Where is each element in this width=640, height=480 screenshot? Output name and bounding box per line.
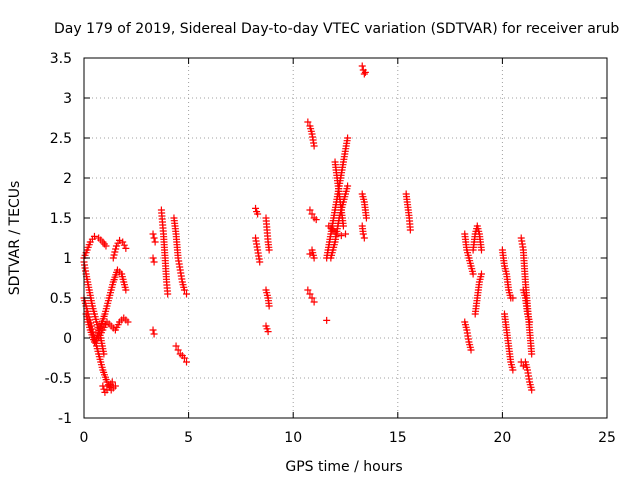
data-point [358,62,366,70]
data-point [150,258,158,266]
data-point [111,382,119,390]
data-point [108,378,116,386]
data-point [360,70,368,78]
data-point [122,286,130,294]
data-point [304,118,312,126]
data-point [323,316,331,324]
data-point [528,386,536,394]
data-point [183,358,191,366]
data-point [183,290,191,298]
data-point [359,230,367,238]
data-point [264,328,272,336]
data-point [149,254,157,262]
data-point [100,385,108,393]
data-point [304,286,312,294]
y-tick-label: 3.5 [50,51,72,67]
x-tick-label: 5 [184,430,193,446]
data-point [362,214,370,222]
data-point [509,366,517,374]
data-point [252,204,260,212]
x-tick-label: 10 [284,430,302,446]
plot-frame [83,57,608,419]
data-point [526,318,534,326]
data-point [265,302,273,310]
data-point [150,234,158,242]
data-point [109,254,117,262]
data-point [111,248,119,256]
plot-area [80,62,536,396]
data-point [172,342,180,350]
data-point [310,142,318,150]
data-point [254,210,262,218]
y-axis: -1 -0.5 0 0.5 1 1.5 2 2.5 3 3.5 [45,51,607,427]
data-point [344,134,352,142]
y-tick-label: 2 [63,171,72,187]
data-point [469,270,477,278]
data-point [406,226,414,234]
data-point [477,246,485,254]
data-point [306,206,314,214]
data-point [342,230,349,238]
y-tick-label: 1 [63,251,72,267]
data-point [477,270,485,278]
x-tick-label: 25 [598,430,616,446]
data-point [112,245,120,253]
data-point [308,294,316,302]
data-point [337,232,345,240]
y-tick-label: -0.5 [45,371,72,387]
y-tick-label: 0.5 [50,291,72,307]
data-point [116,236,124,244]
y-tick-label: -1 [58,411,72,427]
y-tick-label: 1.5 [50,211,72,227]
data-point [102,242,110,250]
data-point [528,350,536,358]
data-point [103,386,111,394]
data-point [360,234,368,242]
data-point [361,68,369,76]
data-point [124,318,132,326]
chart-title: Day 179 of 2019, Sidereal Day-to-day VTE… [54,21,619,37]
data-point [312,216,320,224]
data-point [90,232,98,240]
data-point [149,326,157,334]
x-tick-label: 20 [493,430,511,446]
data-point [509,294,517,302]
data-point [467,346,475,354]
data-point [180,286,188,294]
grid [84,58,607,418]
data-point [174,346,182,354]
data-point [120,241,128,249]
data-point [306,290,314,298]
data-point [344,182,352,190]
x-tick-label: 15 [389,430,407,446]
data-point [256,258,264,266]
x-tick-label: 0 [80,430,89,446]
data-point [151,238,159,246]
data-point [119,238,127,246]
data-point [150,330,158,338]
data-point [310,254,318,262]
y-axis-label: SDTVAR / TECUs [7,181,23,296]
data-point [164,290,172,298]
x-axis-label: GPS time / hours [285,459,402,475]
x-axis: 0 5 10 15 20 25 [80,58,616,446]
data-point [310,298,318,306]
data-point [110,251,118,259]
y-tick-label: 0 [63,331,72,347]
data-point [99,382,107,390]
data-point [180,354,188,362]
y-tick-label: 3 [63,91,72,107]
data-point [149,230,157,238]
data-point [308,210,316,218]
y-tick-label: 2.5 [50,131,72,147]
data-point [265,246,273,254]
data-point [122,244,130,252]
